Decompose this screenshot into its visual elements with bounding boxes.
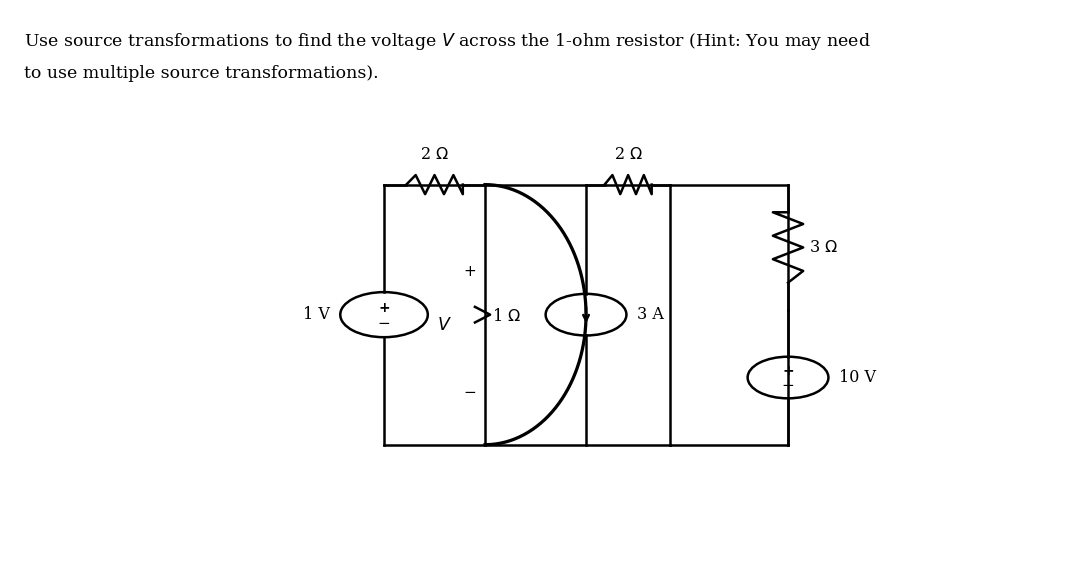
Text: −: − [378,316,390,331]
Text: 1 V: 1 V [303,306,330,323]
Text: 2 $\Omega$: 2 $\Omega$ [420,146,449,163]
Text: 3 $\Omega$: 3 $\Omega$ [809,239,838,256]
Text: −: − [782,378,794,393]
Text: −: − [464,385,477,400]
Text: 10 V: 10 V [838,369,875,386]
Text: 3 A: 3 A [636,306,664,323]
Text: 2 $\Omega$: 2 $\Omega$ [614,146,643,163]
Text: 1 $\Omega$: 1 $\Omega$ [492,309,520,325]
Text: +: + [464,264,477,279]
Text: to use multiple source transformations).: to use multiple source transformations). [24,65,379,82]
Text: +: + [782,364,794,378]
Text: $\mathit{V}$: $\mathit{V}$ [438,317,452,334]
Text: Use source transformations to find the voltage $\mathit{V}$ across the 1-ohm res: Use source transformations to find the v… [24,31,871,52]
Text: +: + [378,301,390,315]
